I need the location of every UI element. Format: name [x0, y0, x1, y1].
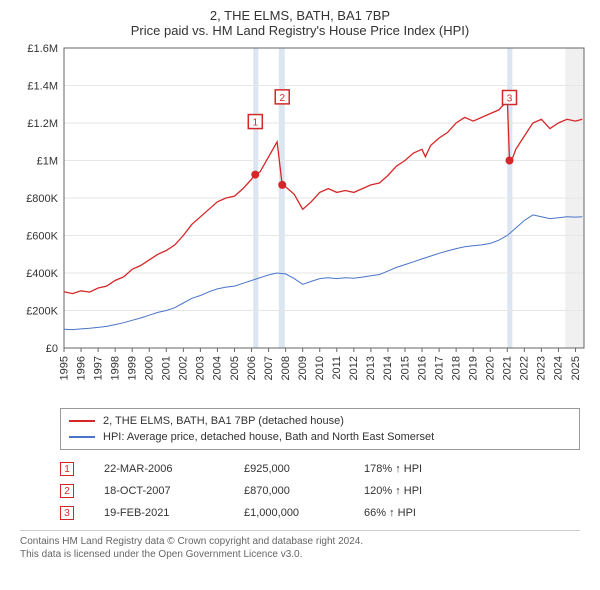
legend-label: HPI: Average price, detached house, Bath…: [103, 431, 571, 443]
svg-text:2010: 2010: [314, 356, 326, 380]
legend: 2, THE ELMS, BATH, BA1 7BP (detached hou…: [60, 408, 580, 450]
transaction-row: 1 22-MAR-2006£925,000178% ↑ HPI: [60, 458, 580, 480]
title-line2: Price paid vs. HM Land Registry's House …: [10, 23, 590, 38]
transaction-date: 18-OCT-2007: [104, 485, 244, 497]
svg-text:1998: 1998: [109, 356, 121, 380]
marker-dot-2: [278, 181, 286, 189]
svg-text:£1.2M: £1.2M: [27, 118, 58, 130]
transaction-marker: 1: [60, 462, 74, 476]
transaction-pct: 120% ↑ HPI: [364, 485, 484, 497]
svg-text:2009: 2009: [297, 356, 309, 380]
svg-text:2017: 2017: [433, 356, 445, 380]
svg-text:2007: 2007: [263, 356, 275, 380]
footer-line2: This data is licensed under the Open Gov…: [20, 548, 580, 561]
svg-text:2: 2: [279, 93, 285, 104]
legend-swatch: [69, 436, 95, 438]
svg-text:2014: 2014: [382, 356, 394, 380]
transaction-row: 2 18-OCT-2007£870,000120% ↑ HPI: [60, 480, 580, 502]
svg-text:2024: 2024: [553, 356, 565, 380]
svg-text:2011: 2011: [331, 356, 343, 380]
transaction-pct: 178% ↑ HPI: [364, 463, 484, 475]
transaction-date: 22-MAR-2006: [104, 463, 244, 475]
svg-text:1997: 1997: [92, 356, 104, 380]
svg-text:£1.6M: £1.6M: [27, 43, 58, 55]
transaction-marker: 3: [60, 506, 74, 520]
marker-dot-3: [505, 157, 513, 165]
svg-text:2022: 2022: [519, 356, 531, 380]
svg-text:2019: 2019: [467, 356, 479, 380]
transaction-price: £870,000: [244, 485, 364, 497]
svg-text:2012: 2012: [348, 356, 360, 380]
svg-text:2015: 2015: [399, 356, 411, 380]
svg-text:1: 1: [253, 118, 259, 129]
svg-text:2006: 2006: [246, 356, 258, 380]
svg-text:2005: 2005: [229, 356, 241, 380]
legend-label: 2, THE ELMS, BATH, BA1 7BP (detached hou…: [103, 415, 571, 427]
svg-text:2002: 2002: [178, 356, 190, 380]
marker-dot-1: [251, 171, 259, 179]
svg-text:£1M: £1M: [37, 156, 58, 168]
svg-text:2023: 2023: [536, 356, 548, 380]
legend-row: HPI: Average price, detached house, Bath…: [69, 429, 571, 445]
svg-text:2000: 2000: [144, 356, 156, 380]
svg-text:3: 3: [507, 94, 513, 105]
legend-row: 2, THE ELMS, BATH, BA1 7BP (detached hou…: [69, 413, 571, 429]
price-chart: £0 £200K £400K £600K £800K £1M £1.2M £1.4M £1.6M…: [10, 42, 590, 402]
footer-line1: Contains HM Land Registry data © Crown c…: [20, 535, 580, 548]
svg-text:£200K: £200K: [26, 306, 58, 318]
svg-text:1999: 1999: [126, 356, 138, 380]
svg-text:2004: 2004: [212, 356, 224, 380]
svg-text:£1.4M: £1.4M: [27, 81, 58, 93]
svg-text:2018: 2018: [450, 356, 462, 380]
svg-text:2003: 2003: [195, 356, 207, 380]
svg-text:£600K: £600K: [26, 231, 58, 243]
svg-text:2021: 2021: [502, 356, 514, 380]
svg-text:1996: 1996: [75, 356, 87, 380]
chart-svg: £0 £200K £400K £600K £800K £1M £1.2M £1.4M £1.6M…: [10, 42, 590, 402]
title-line1: 2, THE ELMS, BATH, BA1 7BP: [10, 8, 590, 23]
transaction-pct: 66% ↑ HPI: [364, 507, 484, 519]
transaction-row: 3 19-FEB-2021£1,000,00066% ↑ HPI: [60, 502, 580, 524]
svg-text:2008: 2008: [280, 356, 292, 380]
svg-text:2001: 2001: [161, 356, 173, 380]
svg-text:2025: 2025: [570, 356, 582, 380]
transaction-marker: 2: [60, 484, 74, 498]
footer: Contains HM Land Registry data © Crown c…: [20, 530, 580, 561]
svg-text:2016: 2016: [416, 356, 428, 380]
svg-text:2020: 2020: [485, 356, 497, 380]
svg-text:1995: 1995: [58, 356, 70, 380]
legend-swatch: [69, 420, 95, 422]
transactions-table: 1 22-MAR-2006£925,000178% ↑ HPI 2 18-OCT-20…: [60, 458, 580, 524]
transaction-date: 19-FEB-2021: [104, 507, 244, 519]
svg-text:£0: £0: [46, 343, 58, 355]
svg-text:2013: 2013: [365, 356, 377, 380]
svg-text:£400K: £400K: [26, 268, 58, 280]
transaction-price: £1,000,000: [244, 507, 364, 519]
transaction-price: £925,000: [244, 463, 364, 475]
svg-text:£800K: £800K: [26, 193, 58, 205]
